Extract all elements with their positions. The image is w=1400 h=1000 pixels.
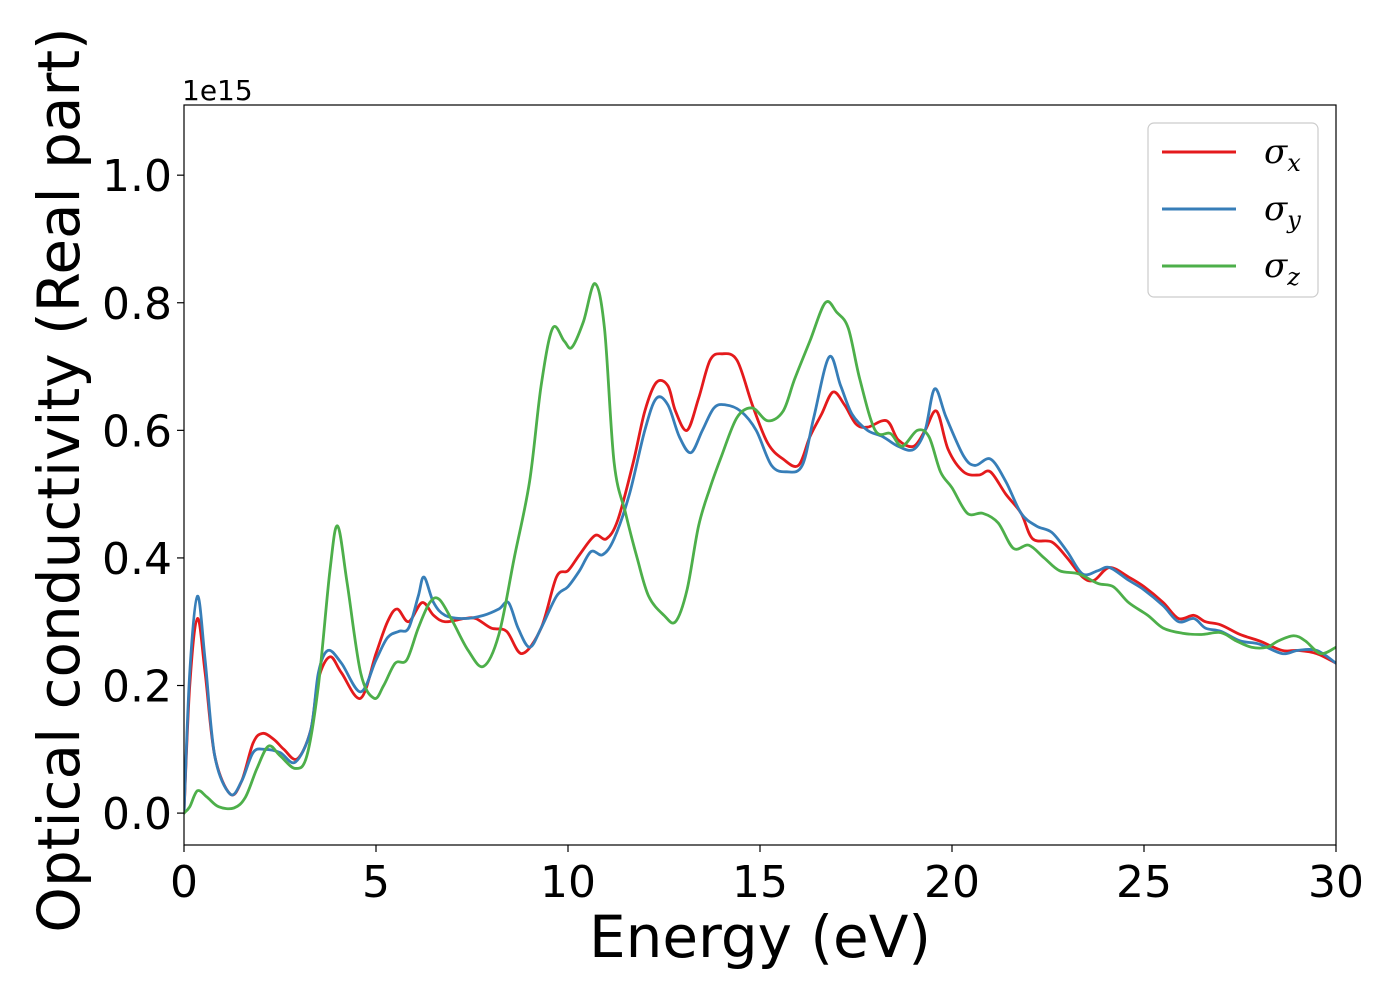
- y-tick-label: 0.0: [102, 789, 172, 840]
- y-axis-label: Optical conductivity (Real part): [25, 27, 93, 932]
- y-axis-offset-label: 1e15: [182, 74, 253, 107]
- x-axis-ticks: 0 5 10 15 20 25 30: [170, 845, 1364, 908]
- x-axis-label: Energy (eV): [589, 903, 931, 971]
- legend-label-z: σz: [1264, 246, 1300, 291]
- x-tick-label: 30: [1308, 857, 1364, 908]
- x-tick-label: 15: [732, 857, 788, 908]
- legend-label-y: σy: [1264, 189, 1301, 234]
- legend-symbol: σ: [1264, 132, 1288, 172]
- y-axis-ticks: 0.0 0.2 0.4 0.6 0.8 1.0: [102, 151, 184, 840]
- x-tick-label: 0: [170, 857, 198, 908]
- legend-subscript: z: [1286, 263, 1300, 291]
- y-tick-label: 0.6: [102, 406, 172, 457]
- y-tick-label: 1.0: [102, 151, 172, 202]
- x-tick-label: 5: [362, 857, 390, 908]
- legend-symbol: σ: [1264, 246, 1288, 286]
- series-line-z: [184, 282, 1336, 815]
- x-tick-label: 10: [540, 857, 596, 908]
- legend-subscript: x: [1287, 149, 1301, 177]
- legend-label-x: σx: [1264, 132, 1301, 177]
- y-tick-label: 0.8: [102, 279, 172, 330]
- x-tick-label: 20: [924, 857, 980, 908]
- legend-subscript: y: [1286, 206, 1301, 234]
- y-tick-label: 0.4: [102, 534, 172, 585]
- legend-symbol: σ: [1264, 189, 1288, 229]
- series-line-y: [184, 354, 1336, 815]
- series-layer: [184, 282, 1336, 815]
- y-tick-label: 0.2: [102, 662, 172, 713]
- x-tick-label: 25: [1116, 857, 1172, 908]
